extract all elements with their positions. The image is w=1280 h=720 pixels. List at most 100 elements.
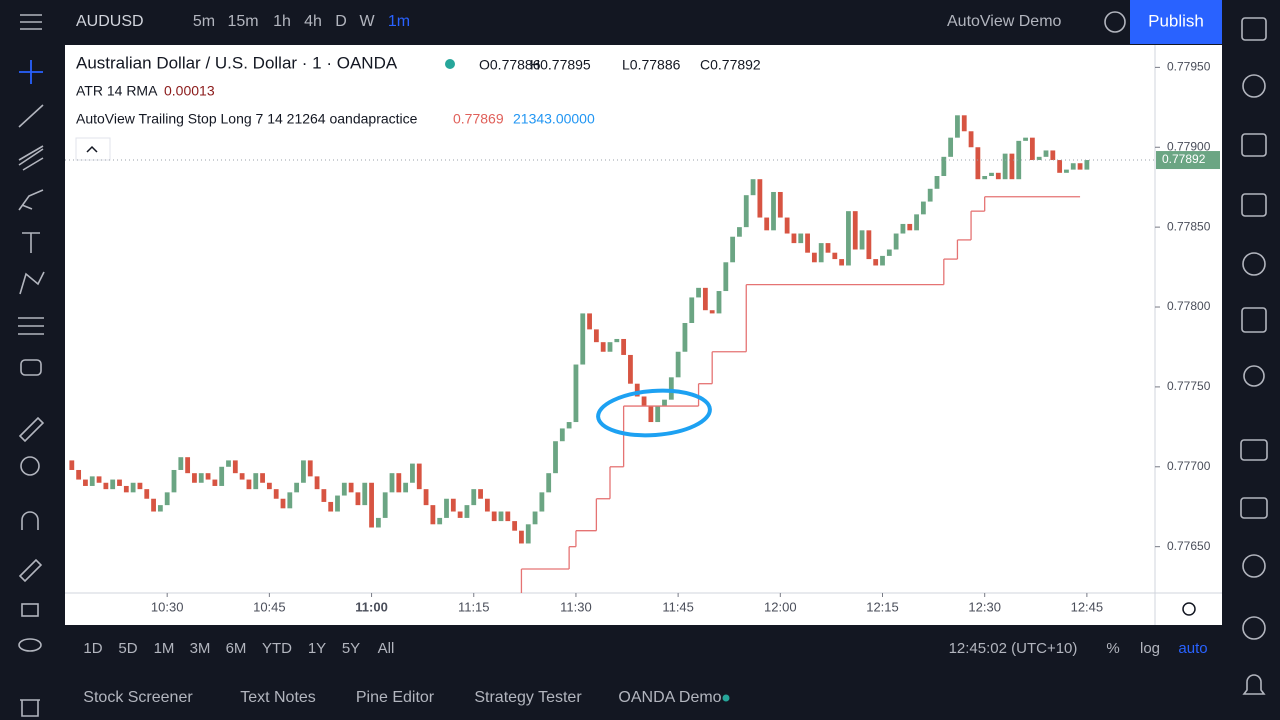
candle-body: [178, 457, 184, 470]
candle-body: [723, 262, 729, 292]
candle-body: [566, 422, 572, 429]
panel-tab[interactable]: OANDA Demo: [618, 689, 721, 706]
panel-tab[interactable]: Text Notes: [240, 689, 316, 706]
candle-body: [437, 517, 443, 525]
range-button[interactable]: 6M: [226, 640, 247, 657]
range-button[interactable]: 3M: [190, 640, 211, 657]
range-button[interactable]: 1D: [83, 640, 102, 657]
candle-body: [614, 338, 620, 343]
draw-mode-icon[interactable]: [18, 558, 43, 583]
candle-body: [89, 476, 95, 486]
settings-icon[interactable]: [1182, 602, 1196, 616]
crosshair-icon[interactable]: [19, 60, 43, 84]
trendline-icon[interactable]: [18, 104, 44, 128]
x-tick-label: 11:30: [560, 599, 592, 614]
candle-body: [212, 479, 218, 486]
candle-body: [689, 297, 695, 323]
hints-icon[interactable]: [1242, 554, 1266, 578]
fib-icon[interactable]: [18, 145, 44, 171]
candle-body: [587, 313, 592, 330]
candle-body: [314, 476, 320, 490]
alerts-icon[interactable]: [1242, 74, 1266, 98]
layout-name[interactable]: AutoView Demo: [947, 13, 1062, 30]
notifications-icon[interactable]: [1242, 674, 1266, 695]
publish-label[interactable]: Publish: [1148, 11, 1204, 30]
range-button[interactable]: YTD: [262, 640, 292, 657]
brush-icon[interactable]: [18, 189, 44, 211]
ruler-icon[interactable]: [18, 416, 45, 443]
candle-body: [553, 441, 558, 474]
scale-option[interactable]: log: [1140, 640, 1160, 657]
range-button[interactable]: 1Y: [308, 640, 326, 657]
scale-option[interactable]: %: [1106, 640, 1119, 657]
eye-icon[interactable]: [18, 638, 42, 652]
range-button[interactable]: 5D: [118, 640, 137, 657]
candle-body: [866, 230, 872, 260]
hotlist-icon[interactable]: [1242, 252, 1266, 276]
candle-body: [525, 524, 531, 544]
candle-body: [675, 351, 681, 378]
text-icon[interactable]: [22, 232, 40, 253]
range-button[interactable]: 1M: [154, 640, 175, 657]
interval-button[interactable]: 5m: [193, 13, 215, 30]
range-button[interactable]: 5Y: [342, 640, 360, 657]
candle-body: [648, 406, 654, 423]
candle-body: [1023, 137, 1028, 141]
emoji-icon[interactable]: [20, 359, 42, 376]
candle-body: [335, 495, 340, 512]
indicator-name: AutoView Trailing Stop Long 7 14 21264 o…: [76, 111, 418, 127]
publish-button[interactable]: [1130, 0, 1222, 44]
calendar-icon[interactable]: [1241, 307, 1267, 333]
menu-icon[interactable]: [20, 14, 42, 30]
pattern-icon[interactable]: [19, 271, 45, 295]
watchlist-icon[interactable]: [1241, 17, 1267, 41]
candle-body: [260, 473, 265, 483]
candle-body: [1064, 169, 1069, 173]
trash-icon[interactable]: [20, 699, 40, 717]
panel-tab[interactable]: Stock Screener: [83, 689, 193, 706]
candle-body: [880, 255, 885, 266]
range-button[interactable]: All: [378, 640, 395, 657]
candle-body: [198, 473, 204, 483]
candle-body: [403, 482, 409, 493]
candle-body: [948, 137, 954, 157]
candle-body: [995, 172, 1001, 180]
chats-icon[interactable]: [1240, 439, 1268, 461]
candle-body: [941, 156, 947, 177]
candle-body: [239, 473, 245, 480]
panel-tab[interactable]: Strategy Tester: [474, 689, 582, 706]
news-icon[interactable]: [1241, 133, 1267, 157]
interval-button[interactable]: 1m: [388, 13, 410, 30]
candle-body: [750, 179, 756, 196]
candle-body: [975, 147, 981, 180]
panel-tab[interactable]: Pine Editor: [356, 689, 435, 706]
data-window-icon[interactable]: [1241, 193, 1267, 217]
ideas-icon[interactable]: [1243, 365, 1265, 387]
scale-option[interactable]: auto: [1178, 640, 1207, 657]
magnet-icon[interactable]: [21, 511, 39, 530]
zoom-icon[interactable]: [20, 456, 40, 476]
candle-body: [573, 364, 579, 423]
candle-body: [968, 131, 974, 148]
interval-button[interactable]: 15m: [227, 13, 258, 30]
candle-body: [621, 338, 627, 355]
candle-body: [464, 505, 470, 518]
lock-icon[interactable]: [21, 603, 39, 617]
interval-button[interactable]: W: [359, 13, 375, 30]
candle-body: [328, 501, 334, 512]
streams-icon[interactable]: [1242, 616, 1266, 640]
prediction-icon[interactable]: [18, 317, 44, 335]
symbol: AUDUSD: [76, 13, 144, 30]
candle-body: [607, 342, 613, 352]
candle-body: [512, 521, 518, 531]
chart-settings-icon[interactable]: [1104, 11, 1126, 33]
candle-body: [907, 223, 913, 231]
interval-button[interactable]: 4h: [304, 13, 322, 30]
candle-body: [246, 479, 252, 490]
candle-body: [682, 322, 688, 352]
candle-body: [232, 460, 238, 474]
messages-icon[interactable]: [1240, 497, 1268, 519]
candle-body: [955, 115, 960, 138]
interval-button[interactable]: D: [335, 13, 347, 30]
interval-button[interactable]: 1h: [273, 13, 291, 30]
